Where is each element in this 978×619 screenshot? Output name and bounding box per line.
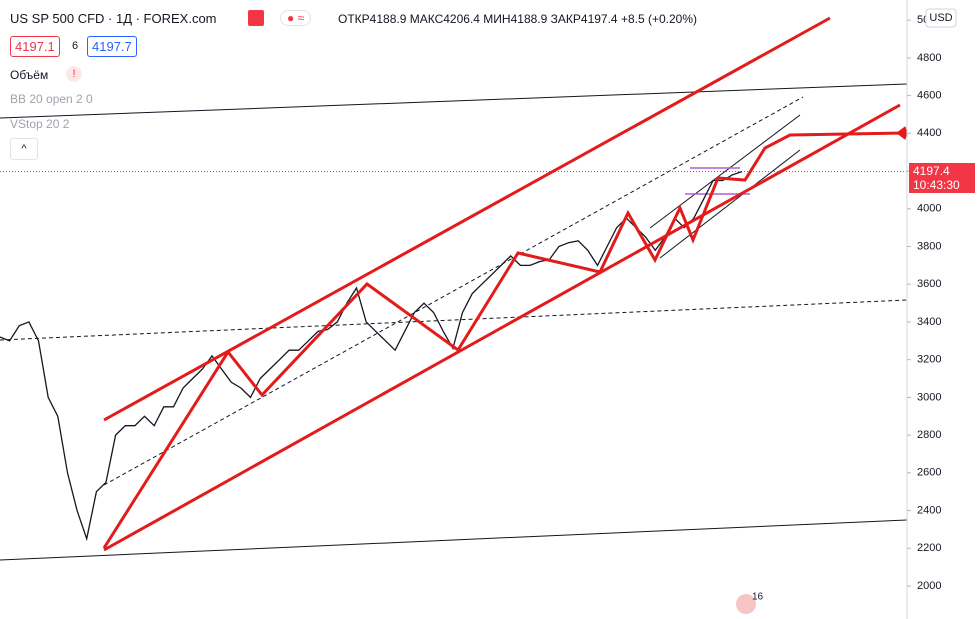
trend-line: [0, 519, 908, 561]
channel-lower: [103, 103, 901, 552]
change: +8.5 (+0.20%): [620, 12, 697, 26]
countdown: 10:43:30: [913, 178, 960, 192]
event-icon: [736, 594, 756, 614]
low: 4188.9: [510, 12, 548, 26]
y-tick-label: 2000: [917, 580, 941, 592]
y-tick-label: 2800: [917, 429, 941, 441]
currency-box: [925, 8, 957, 28]
axis-bg: [907, 0, 978, 619]
open: 4188.9: [369, 12, 407, 26]
y-tick-label: 4600: [917, 90, 941, 102]
y-tick-label: 3400: [917, 316, 941, 328]
small-channel: [659, 149, 801, 259]
y-tick-label: 4000: [917, 203, 941, 215]
indicator: BB 20 open 2 0: [10, 92, 93, 106]
drawings: [0, 83, 908, 561]
ask[interactable]: 4197.7: [87, 36, 137, 57]
status[interactable]: ● ≈: [280, 10, 312, 26]
low-label: МИН: [483, 12, 511, 26]
y-tick-label: 2600: [917, 467, 941, 479]
arrow-head: [896, 126, 908, 140]
symbol: US SP 500 CFD · 1Д · FOREX.com: [10, 11, 217, 26]
indicator: VStop 20 2: [10, 117, 70, 131]
last-price: 4197.4: [913, 164, 950, 178]
price-line: [0, 170, 743, 542]
y-tick-label: 2200: [917, 542, 941, 554]
y-tick-label: 4800: [917, 52, 941, 64]
collapse[interactable]: ^: [10, 138, 38, 160]
warning[interactable]: !: [66, 66, 82, 82]
close-label: ЗАКР: [550, 12, 581, 26]
close: 4197.4: [580, 12, 618, 26]
trend-line: [0, 299, 908, 341]
zigzag: [102, 131, 906, 549]
event-count: 16: [752, 592, 764, 603]
y-tick-label: 3600: [917, 278, 941, 290]
bid[interactable]: 4197.1: [10, 36, 60, 57]
y-tick-label: 2400: [917, 504, 941, 516]
channel-upper: [103, 16, 831, 422]
high: 4206.4: [443, 12, 480, 26]
red-drawings: [102, 16, 908, 552]
ohlc: ОТКР4188.9 МАКС4206.4 МИН4188.9 ЗАКР4197…: [338, 12, 697, 26]
trend-line: [0, 83, 908, 119]
spread: 6: [72, 40, 79, 52]
flag[interactable]: [248, 10, 264, 26]
y-tick-label: 3200: [917, 354, 941, 366]
high-label: МАКС: [409, 12, 444, 26]
volume: Объём: [10, 68, 49, 82]
channel-mid: [103, 96, 804, 486]
small-channel: [649, 114, 801, 229]
currency: USD: [929, 12, 952, 24]
y-tick-label: 3000: [917, 391, 941, 403]
open-label: ОТКР: [338, 12, 370, 26]
plot: [0, 170, 907, 542]
y-tick-label: 3800: [917, 240, 941, 252]
y-tick-label: 4400: [917, 127, 941, 139]
price-tag: 4197.4 10:43:30: [909, 163, 975, 193]
